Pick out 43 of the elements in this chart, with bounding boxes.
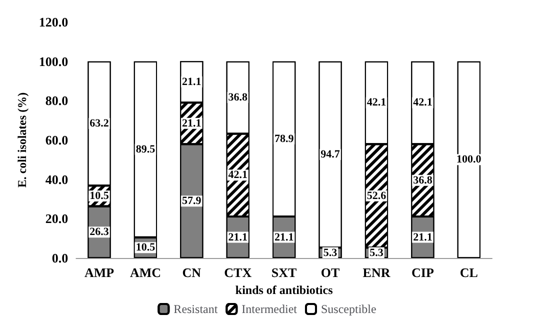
y-tick-label: 60.0 [45, 132, 68, 148]
x-axis-title: kinds of antibiotics [235, 282, 334, 297]
data-label: 5.3 [370, 246, 384, 259]
legend-label: Susceptible [320, 302, 376, 316]
data-label: 42.1 [366, 96, 386, 109]
data-label: 78.9 [274, 132, 294, 145]
y-axis-title: E. coli isolates (%) [15, 92, 29, 188]
x-tick-label: CIP [411, 265, 434, 280]
y-tick-label: 20.0 [45, 211, 68, 226]
data-label: 52.6 [366, 190, 387, 202]
x-tick-label: ENR [362, 265, 391, 280]
x-tick-label: CL [460, 265, 478, 280]
data-label: 63.2 [90, 117, 110, 130]
data-label: 94.7 [320, 148, 340, 160]
y-tick-label: 120.0 [38, 14, 68, 30]
data-label: 21.1 [182, 117, 202, 130]
y-tick-label: 0.0 [52, 250, 68, 266]
data-label: 100.0 [456, 154, 482, 166]
data-label: 42.1 [413, 96, 432, 109]
data-label: 21.1 [413, 231, 432, 244]
data-label: 21.1 [228, 231, 248, 244]
data-label: 42.1 [228, 169, 248, 182]
y-tick-label: 80.0 [45, 93, 68, 108]
data-label: 26.3 [90, 226, 110, 238]
x-tick-label: AMC [130, 265, 161, 280]
data-label: 21.1 [274, 231, 294, 244]
x-tick-label: AMP [84, 265, 114, 280]
data-label: 57.9 [182, 195, 202, 208]
data-label: 89.5 [136, 143, 156, 156]
data-label: 5.3 [323, 246, 338, 259]
legend-label: Resistant [174, 302, 218, 316]
x-tick-label: OT [320, 265, 340, 280]
y-tick-label: 40.0 [45, 172, 68, 187]
data-label: 36.8 [413, 174, 433, 186]
data-label: 36.8 [228, 92, 248, 104]
x-tick-label: CTX [224, 265, 252, 280]
data-label: 10.5 [136, 242, 156, 254]
data-label: 21.1 [182, 76, 202, 88]
x-tick-label: SXT [271, 265, 298, 280]
y-tick-label: 100.0 [38, 54, 68, 69]
legend-label: Intermediet [242, 302, 298, 316]
data-label: 10.5 [90, 190, 110, 202]
x-tick-label: CN [182, 265, 202, 280]
